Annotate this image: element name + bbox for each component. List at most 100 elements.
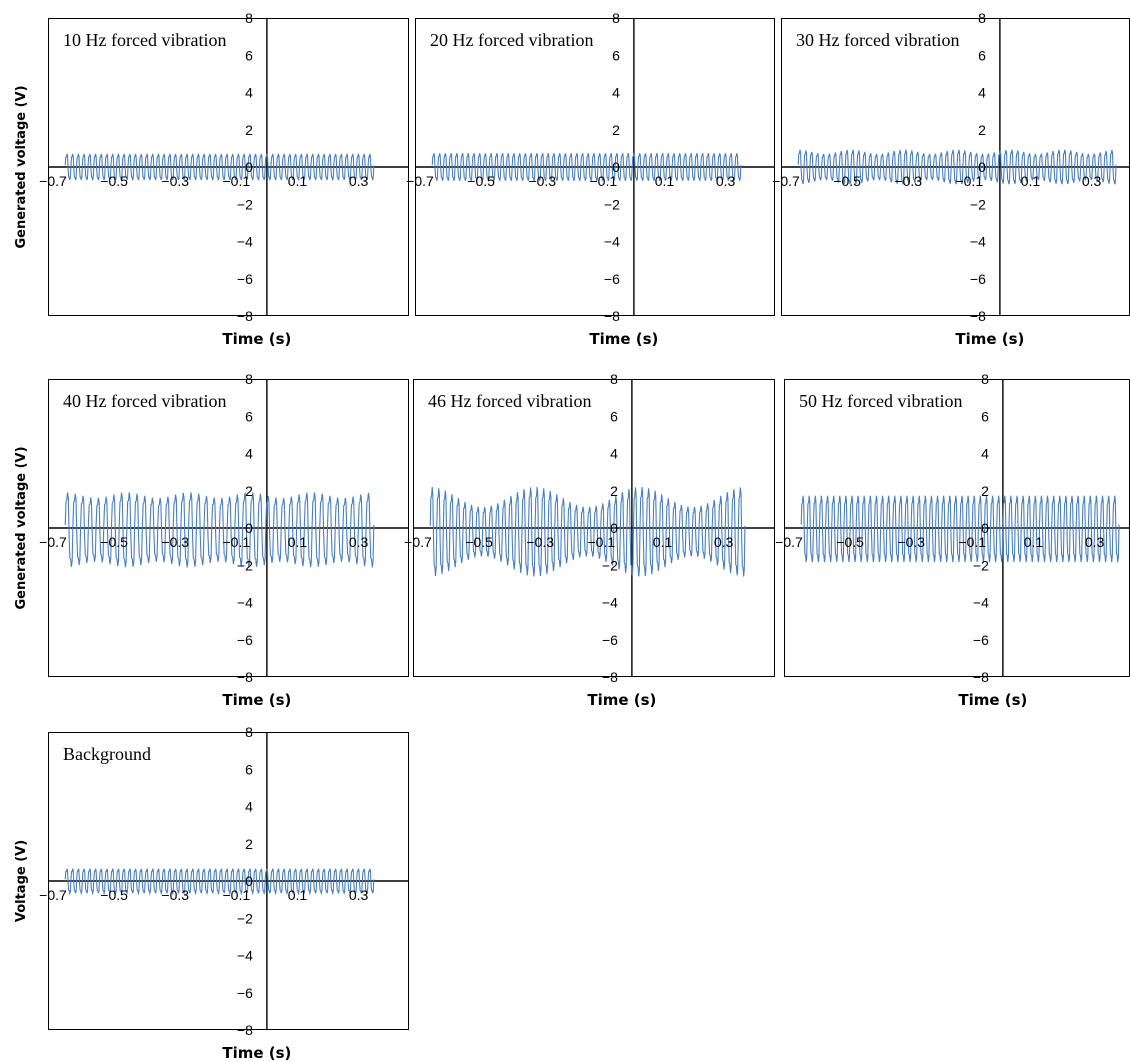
y-tick-label: −2 bbox=[970, 196, 986, 212]
y-tick-label: 6 bbox=[981, 408, 989, 424]
y-tick-label: −2 bbox=[237, 910, 253, 926]
y-tick-label: −4 bbox=[602, 595, 618, 611]
x-tick-label: −0.1 bbox=[956, 173, 984, 189]
x-tick-label: 0.1 bbox=[288, 887, 308, 903]
x-tick-label: −0.1 bbox=[223, 534, 251, 550]
y-tick-label: −8 bbox=[604, 308, 620, 324]
y-tick-label: −8 bbox=[237, 1022, 253, 1038]
x-tick-label: 0.3 bbox=[1085, 534, 1105, 550]
x-tick-label: −0.5 bbox=[467, 173, 495, 189]
y-tick-label: 2 bbox=[981, 483, 989, 499]
x-tick-label: 0.1 bbox=[288, 534, 308, 550]
y-tick-label: −2 bbox=[604, 196, 620, 212]
x-tick-label: −0.5 bbox=[836, 534, 864, 550]
x-axis-label: Time (s) bbox=[222, 691, 291, 709]
x-tick-label: −0.3 bbox=[528, 173, 556, 189]
x-axis-label: Time (s) bbox=[958, 691, 1027, 709]
x-tick-label: −0.1 bbox=[223, 173, 251, 189]
x-tick-label: −0.5 bbox=[100, 173, 128, 189]
y-tick-label: −2 bbox=[602, 557, 618, 573]
y-tick-label: −8 bbox=[602, 669, 618, 685]
voltage-trace bbox=[431, 153, 742, 181]
y-tick-label: 0 bbox=[981, 520, 989, 536]
y-tick-label: 4 bbox=[245, 446, 253, 462]
y-tick-label: −4 bbox=[970, 234, 986, 250]
y-tick-label: 0 bbox=[245, 520, 253, 536]
y-tick-label: −4 bbox=[237, 234, 253, 250]
y-tick-label: 4 bbox=[978, 85, 986, 101]
y-tick-label: −2 bbox=[237, 557, 253, 573]
y-tick-label: −4 bbox=[973, 595, 989, 611]
y-tick-label: −2 bbox=[973, 557, 989, 573]
x-tick-label: −0.7 bbox=[39, 887, 67, 903]
y-tick-label: −4 bbox=[237, 948, 253, 964]
panel-3: −8 −6 −4 −2 0 2 4 6 8 −0.7 −0.5 −0.3 −0.1 0.1 0.3 30 Hz… bbox=[772, 10, 1130, 348]
x-tick-label: −0.7 bbox=[775, 534, 803, 550]
x-tick-label: 0.1 bbox=[1024, 534, 1044, 550]
x-tick-label: 0.1 bbox=[1021, 173, 1041, 189]
y-tick-label: −4 bbox=[604, 234, 620, 250]
x-axis-label: Time (s) bbox=[222, 1044, 291, 1062]
x-tick-label: 0.1 bbox=[655, 173, 675, 189]
voltage-trace bbox=[797, 149, 1117, 185]
y-tick-label: 0 bbox=[245, 159, 253, 175]
y-tick-label: 2 bbox=[245, 483, 253, 499]
y-tick-label: −6 bbox=[604, 271, 620, 287]
voltage-trace bbox=[64, 153, 375, 181]
panel-2: −8 −6 −4 −2 0 2 4 6 8 −0.7 −0.5 −0.3 −0.1 0.1 0.3 20 Hz… bbox=[406, 10, 775, 348]
y-tick-label: −6 bbox=[970, 271, 986, 287]
x-tick-label: −0.3 bbox=[526, 534, 554, 550]
y-axis-label: Generated voltage (V) bbox=[14, 85, 29, 248]
y-tick-label: −8 bbox=[973, 669, 989, 685]
x-tick-label: 0.3 bbox=[716, 173, 736, 189]
x-tick-label: 0.1 bbox=[653, 534, 673, 550]
x-tick-label: −0.3 bbox=[161, 534, 189, 550]
voltage-trace bbox=[429, 487, 746, 577]
panel-title: 40 Hz forced vibration bbox=[63, 391, 226, 411]
panel-4: −8 −6 −4 −2 0 2 4 6 8 −0.7 −0.5 −0.3 −0.1 0.1 0.3 40 Hz… bbox=[14, 371, 409, 709]
x-tick-label: −0.5 bbox=[100, 887, 128, 903]
y-tick-label: −6 bbox=[973, 632, 989, 648]
x-tick-label: −0.3 bbox=[161, 887, 189, 903]
panel-title: 46 Hz forced vibration bbox=[428, 391, 591, 411]
panel-title: 10 Hz forced vibration bbox=[63, 30, 226, 50]
y-tick-label: −8 bbox=[237, 308, 253, 324]
y-tick-label: 0 bbox=[612, 159, 620, 175]
x-tick-label: 0.3 bbox=[349, 534, 369, 550]
y-tick-label: 2 bbox=[245, 122, 253, 138]
voltage-trace bbox=[64, 492, 375, 568]
y-tick-label: −8 bbox=[970, 308, 986, 324]
x-tick-label: −0.1 bbox=[588, 534, 616, 550]
y-axis-label: Generated voltage (V) bbox=[14, 446, 29, 609]
y-tick-label: 0 bbox=[610, 520, 618, 536]
panel-6: −8 −6 −4 −2 0 2 4 6 8 −0.7 −0.5 −0.3 −0.1 0.1 0.3 50 Hz… bbox=[775, 371, 1130, 709]
x-axis-label: Time (s) bbox=[955, 330, 1024, 348]
panel-title: Background bbox=[63, 744, 151, 764]
panel-7: −8 −6 −4 −2 0 2 4 6 8 −0.7 −0.5 −0.3 −0.1 0.1 0.3 Backg… bbox=[14, 724, 409, 1062]
voltage-trace bbox=[64, 868, 375, 896]
y-tick-label: 0 bbox=[245, 873, 253, 889]
x-tick-label: −0.7 bbox=[39, 534, 67, 550]
y-tick-label: 8 bbox=[245, 371, 253, 387]
y-tick-label: 4 bbox=[245, 85, 253, 101]
y-tick-label: 6 bbox=[245, 47, 253, 63]
x-tick-label: −0.1 bbox=[590, 173, 618, 189]
y-tick-label: 8 bbox=[245, 724, 253, 740]
y-tick-label: 2 bbox=[978, 122, 986, 138]
y-tick-label: 8 bbox=[978, 10, 986, 26]
x-tick-label: 0.3 bbox=[349, 173, 369, 189]
x-axis-label: Time (s) bbox=[587, 691, 656, 709]
y-tick-label: −6 bbox=[602, 632, 618, 648]
x-tick-label: −0.7 bbox=[406, 173, 434, 189]
x-tick-label: −0.1 bbox=[223, 887, 251, 903]
x-tick-label: 0.3 bbox=[714, 534, 734, 550]
y-tick-label: 6 bbox=[245, 761, 253, 777]
panel-1: −8 −6 −4 −2 0 2 4 6 8 −0.7 −0.5 −0.3 −0.1 0.1 0.3 10 Hz… bbox=[14, 10, 409, 348]
x-tick-label: −0.7 bbox=[39, 173, 67, 189]
x-axis-label: Time (s) bbox=[589, 330, 658, 348]
x-axis-label: Time (s) bbox=[222, 330, 291, 348]
y-tick-label: 2 bbox=[245, 836, 253, 852]
y-tick-label: 4 bbox=[612, 85, 620, 101]
y-tick-label: 6 bbox=[978, 47, 986, 63]
